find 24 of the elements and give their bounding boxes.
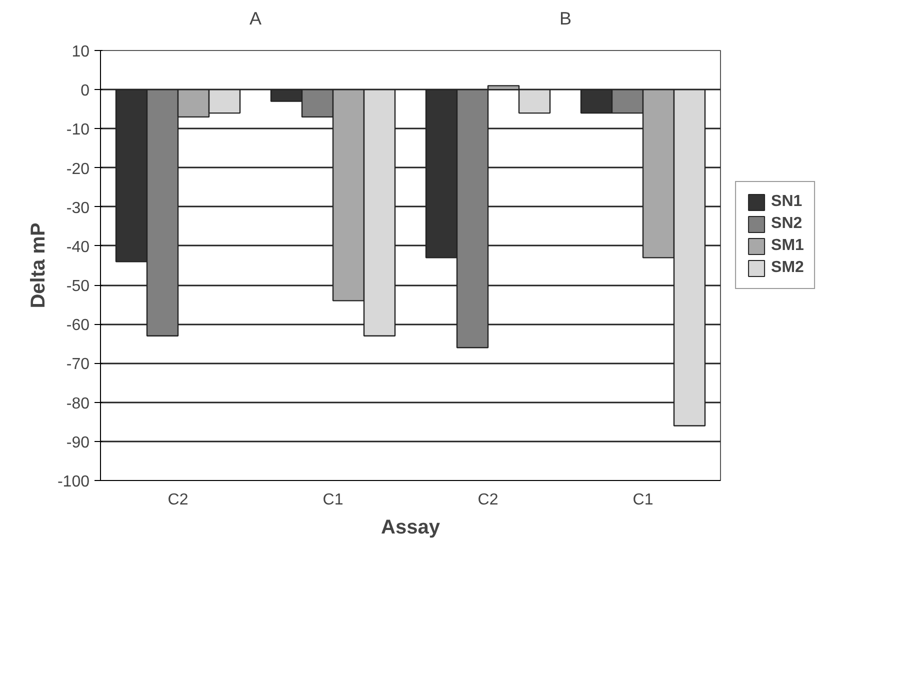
y-tick-label: -20 [66, 160, 90, 178]
legend-label: SN1 [771, 193, 802, 211]
x-axis-title: Assay [381, 516, 441, 538]
text: B [559, 8, 572, 28]
legend-label: SM2 [771, 259, 804, 277]
y-tick-label: 10 [72, 44, 90, 60]
y-tick-label: -70 [66, 356, 90, 374]
y-tick-label: -80 [66, 395, 90, 412]
legend-label: SN2 [771, 215, 802, 233]
x-tick-label: C1 [322, 492, 344, 508]
y-tick-label: -100 [57, 474, 90, 490]
y-tick-label: 0 [80, 82, 90, 100]
y-tick-label: -50 [66, 278, 90, 296]
y-axis-title: Delta mP [27, 222, 50, 308]
x-tick-label: C2 [168, 492, 188, 508]
y-tick-label: -60 [66, 317, 90, 334]
text: A [249, 8, 262, 28]
y-tick-label: -10 [66, 122, 90, 139]
y-tick-label: -90 [66, 434, 90, 452]
x-tick-label: C1 [632, 492, 654, 508]
x-tick-label: C2 [478, 492, 498, 508]
legend-label: SM1 [771, 237, 804, 255]
y-tick-label: -30 [66, 200, 90, 217]
y-tick-label: -40 [66, 238, 90, 256]
